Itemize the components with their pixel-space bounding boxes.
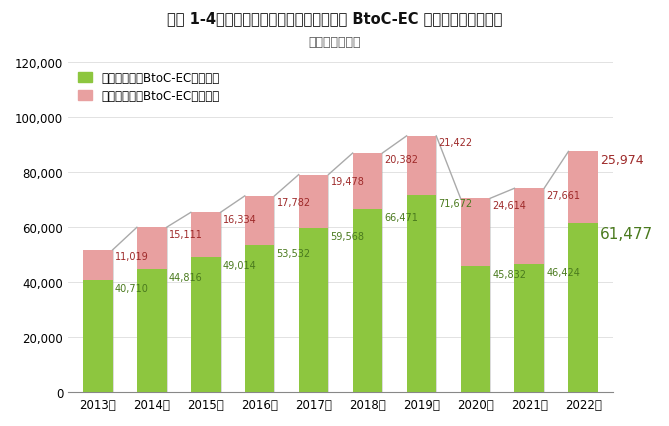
Bar: [514, 189, 544, 265]
Text: 11,019: 11,019: [115, 252, 149, 262]
Text: 59,568: 59,568: [330, 231, 365, 242]
Text: 61,477: 61,477: [600, 226, 654, 241]
Bar: [245, 196, 274, 245]
Bar: [407, 196, 436, 392]
Text: 25,974: 25,974: [600, 153, 644, 167]
Text: 66,471: 66,471: [385, 213, 418, 222]
Text: 図表 1-4：サービス系、デジタル系分野の BtoC-EC 市場規模の経年推移: 図表 1-4：サービス系、デジタル系分野の BtoC-EC 市場規模の経年推移: [167, 11, 502, 26]
Text: 49,014: 49,014: [223, 260, 256, 271]
Bar: [137, 269, 167, 392]
Bar: [569, 224, 598, 392]
Text: 46,424: 46,424: [547, 268, 580, 278]
Text: 45,832: 45,832: [492, 269, 527, 279]
Bar: [245, 245, 274, 392]
Bar: [191, 258, 221, 392]
Text: 20,382: 20,382: [385, 155, 419, 165]
Text: 15,111: 15,111: [169, 229, 203, 239]
Bar: [353, 154, 382, 210]
Text: 16,334: 16,334: [223, 214, 256, 224]
Bar: [353, 210, 382, 392]
Text: （単位：億円）: （単位：億円）: [308, 36, 361, 49]
Text: 44,816: 44,816: [169, 272, 203, 282]
Text: 27,661: 27,661: [547, 190, 580, 200]
Bar: [569, 152, 598, 224]
Bar: [460, 199, 490, 267]
Text: 19,478: 19,478: [330, 176, 365, 187]
Text: 24,614: 24,614: [492, 200, 527, 210]
Bar: [83, 281, 112, 392]
Bar: [299, 175, 328, 229]
Text: 40,710: 40,710: [115, 283, 149, 294]
Legend: サービス分野BtoC-EC市場規模, デジタル分野BtoC-EC市場規模: サービス分野BtoC-EC市場規模, デジタル分野BtoC-EC市場規模: [74, 69, 223, 106]
Bar: [191, 213, 221, 258]
Text: 17,782: 17,782: [276, 198, 310, 208]
Bar: [514, 265, 544, 392]
Bar: [83, 250, 112, 281]
Bar: [407, 137, 436, 196]
Bar: [299, 229, 328, 392]
Bar: [137, 228, 167, 269]
Text: 71,672: 71,672: [438, 198, 472, 208]
Bar: [460, 267, 490, 392]
Text: 21,422: 21,422: [438, 138, 472, 148]
Text: 53,532: 53,532: [276, 248, 310, 258]
